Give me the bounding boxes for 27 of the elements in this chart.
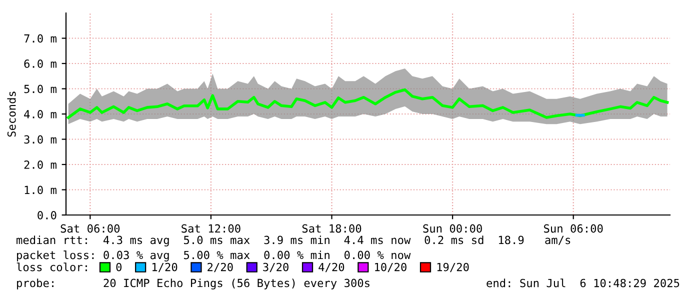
text: probe: 20 ICMP Echo Pings (56 Bytes) every 300s bbox=[17, 278, 370, 290]
x-tick-label: Sun 00:00 bbox=[423, 224, 482, 233]
y-tick-label: 4.0 m bbox=[24, 110, 56, 118]
x-tick-label: Sat 18:00 bbox=[302, 224, 362, 233]
x-tick-label: Sat 12:00 bbox=[182, 224, 240, 233]
x-tick-label: Sat 06:00 bbox=[60, 224, 120, 233]
legend-label: 19/20 bbox=[437, 262, 469, 272]
x-tick-label: Sun 06:00 bbox=[544, 224, 603, 233]
text: median rtt: 4.3 ms avg 5.0 ms max 3.9 ms min 4.4 ms now 0.2 ms sd 18.9 am/s bbox=[16, 236, 570, 246]
line-series bbox=[66, 88, 669, 119]
legend-label: 1/20 bbox=[152, 262, 178, 272]
legend-label: 3/20 bbox=[263, 262, 288, 272]
y-tick-label: 5.0 m bbox=[24, 84, 56, 94]
y-axis-title: Seconds bbox=[7, 92, 16, 137]
y-tick-label: 6.0 m bbox=[24, 60, 56, 68]
y-tick-label: 7.0 m bbox=[24, 34, 56, 43]
legend-label: 2/20 bbox=[208, 262, 233, 272]
legend-label: 4/20 bbox=[318, 262, 344, 272]
y-tick-label: 1.0 m bbox=[24, 186, 56, 194]
text: end: Sun Jul 6 10:48:29 2025 bbox=[486, 278, 680, 288]
legend-label: 0 bbox=[116, 262, 122, 272]
y-tick-label: 2.0 m bbox=[24, 160, 56, 169]
y-tick-label: 3.0 m bbox=[24, 135, 56, 144]
text: packet loss: 0.03 % avg 5.00 % max 0.00 % min 0.00 % now bbox=[17, 250, 411, 262]
legend-label: 10/20 bbox=[375, 262, 406, 272]
y-tick-label: 0.0 bbox=[38, 211, 56, 220]
legend-title: loss color: bbox=[16, 262, 87, 272]
